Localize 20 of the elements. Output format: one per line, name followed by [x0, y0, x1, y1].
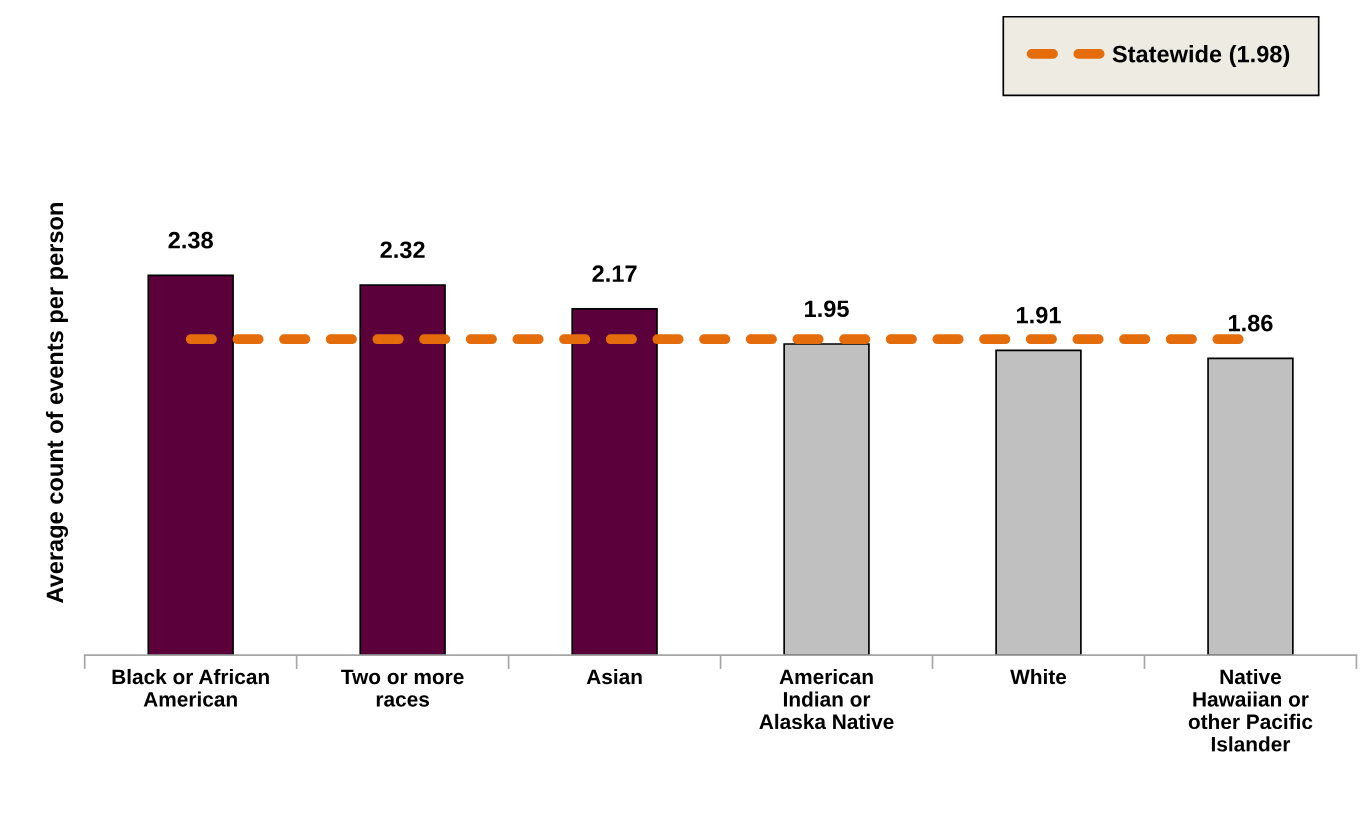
bar: [359, 284, 446, 656]
data-label: 2.32: [380, 241, 425, 259]
bar: [571, 308, 658, 656]
x-tick-label: White: [1010, 668, 1067, 685]
data-label: 1.91: [1017, 306, 1061, 324]
legend-label: Statewide (1.98): [1112, 45, 1290, 68]
data-label: 2.38: [168, 231, 213, 249]
y-axis-title: Average count of events per person: [45, 203, 69, 603]
bar: [1207, 357, 1294, 656]
x-tick-label: Black or African American: [112, 668, 269, 707]
data-label: 1.86: [1228, 314, 1273, 332]
data-label: 1.95: [805, 300, 849, 318]
x-tick-label: American Indian or Alaska Native: [759, 668, 894, 730]
x-tick-label: Asian: [586, 668, 642, 685]
bar: [995, 349, 1082, 656]
data-label: 2.17: [592, 265, 637, 282]
bar: [783, 343, 870, 656]
bar: [147, 274, 234, 656]
x-tick-label: Native Hawaiian or other Pacific Islander: [1188, 668, 1313, 752]
x-tick-label: Two or more races: [341, 669, 464, 707]
